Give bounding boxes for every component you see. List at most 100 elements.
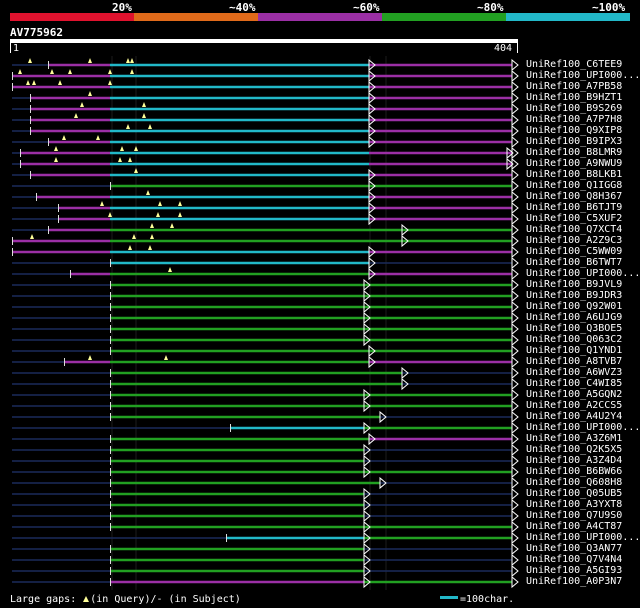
hit-label[interactable]: UniRef100_B6TWT7 — [526, 257, 623, 268]
hit-label[interactable]: UniRef100_Q92W01 — [526, 301, 623, 312]
hit-label[interactable]: UniRef100_UPI000... — [526, 422, 640, 433]
hit-label[interactable]: UniRef100_A9NWU9 — [526, 158, 623, 169]
hit-row[interactable] — [12, 553, 519, 567]
hit-row[interactable] — [12, 212, 519, 226]
hit-label[interactable]: UniRef100_Q608H8 — [526, 477, 623, 488]
hit-row[interactable] — [12, 157, 519, 171]
hit-label[interactable]: UniRef100_B6BW66 — [526, 466, 623, 477]
hit-label[interactable]: UniRef100_A4CT87 — [526, 521, 623, 532]
hit-label[interactable]: UniRef100_A4U2Y4 — [526, 411, 623, 422]
hit-row[interactable] — [12, 135, 519, 149]
hit-label[interactable]: UniRef100_Q2K5X5 — [526, 444, 623, 455]
hit-label[interactable]: UniRef100_B9IPX3 — [526, 136, 623, 147]
hit-row[interactable] — [12, 432, 519, 446]
hit-label[interactable]: UniRef100_A0P3N7 — [526, 576, 623, 587]
hit-row[interactable] — [12, 58, 519, 72]
hit-row[interactable] — [12, 531, 519, 545]
hit-row[interactable] — [12, 190, 519, 204]
hit-row[interactable] — [12, 146, 519, 160]
hit-row[interactable] — [12, 124, 519, 138]
hit-label[interactable]: UniRef100_Q8H367 — [526, 191, 623, 202]
hit-label[interactable]: UniRef100_Q05UB5 — [526, 488, 623, 499]
hit-row[interactable] — [12, 267, 519, 281]
hit-row[interactable] — [12, 443, 519, 457]
hit-row[interactable] — [12, 91, 519, 105]
hit-row[interactable] — [12, 454, 519, 468]
hit-label[interactable]: UniRef100_A5GI93 — [526, 565, 623, 576]
hit-row[interactable] — [12, 289, 519, 303]
hit-label[interactable]: UniRef100_C6TEE9 — [526, 59, 623, 70]
hit-label[interactable]: UniRef100_Q7U9S0 — [526, 510, 623, 521]
hit-label[interactable]: UniRef100_A5GQN2 — [526, 389, 623, 400]
hit-label[interactable]: UniRef100_B8LKB1 — [526, 169, 623, 180]
hit-label[interactable]: UniRef100_Q9XIP8 — [526, 125, 623, 136]
hit-label[interactable]: UniRef100_A6WVZ3 — [526, 367, 623, 378]
hit-row[interactable] — [12, 223, 519, 237]
hit-segment — [364, 283, 512, 287]
hit-row[interactable] — [12, 377, 519, 391]
hit-label[interactable]: UniRef100_Q3BOE5 — [526, 323, 623, 334]
hit-row[interactable] — [12, 311, 519, 325]
hit-label[interactable]: UniRef100_A8TVB7 — [526, 356, 623, 367]
hit-label[interactable]: UniRef100_UPI000... — [526, 268, 640, 279]
hit-row[interactable] — [12, 256, 519, 270]
hit-row[interactable] — [12, 179, 519, 193]
hit-row[interactable] — [12, 102, 519, 116]
hit-row[interactable] — [12, 421, 519, 435]
hit-label[interactable]: UniRef100_C5WW09 — [526, 246, 623, 257]
hit-label[interactable]: UniRef100_A3Z6M1 — [526, 433, 623, 444]
hit-label[interactable]: UniRef100_B8LMR9 — [526, 147, 623, 158]
hit-row[interactable] — [12, 509, 519, 523]
hit-label[interactable]: UniRef100_Q063C2 — [526, 334, 623, 345]
hit-label[interactable]: UniRef100_A6UJG9 — [526, 312, 623, 323]
hit-label[interactable]: UniRef100_A3Z4D4 — [526, 455, 623, 466]
hit-label[interactable]: UniRef100_A2CCS5 — [526, 400, 623, 411]
hit-row[interactable] — [12, 80, 519, 94]
hit-row[interactable] — [12, 410, 519, 424]
hit-row[interactable] — [12, 322, 519, 336]
hit-segment — [110, 118, 369, 122]
hit-label[interactable]: UniRef100_C5XUF2 — [526, 213, 623, 224]
hit-row[interactable] — [12, 520, 519, 534]
hit-row[interactable] — [12, 113, 519, 127]
hit-label[interactable]: UniRef100_B9S269 — [526, 103, 623, 114]
hit-segment — [110, 206, 369, 210]
hit-row[interactable] — [12, 388, 519, 402]
hit-label[interactable]: UniRef100_B9JVL9 — [526, 279, 623, 290]
hit-label[interactable]: UniRef100_B9HZT1 — [526, 92, 623, 103]
hit-label[interactable]: UniRef100_Q7XCT4 — [526, 224, 623, 235]
hit-row[interactable] — [12, 575, 519, 589]
hit-label[interactable]: UniRef100_B6TJT9 — [526, 202, 623, 213]
hit-label[interactable]: UniRef100_A2Z9C3 — [526, 235, 623, 246]
hit-label[interactable]: UniRef100_B9JDR3 — [526, 290, 623, 301]
hit-label[interactable]: UniRef100_Q1IGG8 — [526, 180, 623, 191]
hit-label[interactable]: UniRef100_Q7V4N4 — [526, 554, 623, 565]
hit-row[interactable] — [12, 366, 519, 380]
hit-row[interactable] — [12, 355, 519, 369]
hit-row[interactable] — [12, 476, 519, 490]
hit-row[interactable] — [12, 344, 519, 358]
hit-row[interactable] — [12, 542, 519, 556]
hit-row[interactable] — [12, 498, 519, 512]
hit-label[interactable]: UniRef100_C4WI85 — [526, 378, 623, 389]
hit-label[interactable]: UniRef100_A7P7H8 — [526, 114, 623, 125]
hit-row[interactable] — [12, 245, 519, 259]
hit-row[interactable] — [12, 278, 519, 292]
hit-row[interactable] — [12, 333, 519, 347]
hit-row[interactable] — [12, 300, 519, 314]
hit-row[interactable] — [12, 564, 519, 578]
hit-row[interactable] — [12, 487, 519, 501]
hit-row[interactable] — [12, 201, 519, 215]
hit-row[interactable] — [12, 399, 519, 413]
hit-row[interactable] — [12, 234, 519, 248]
hit-row[interactable] — [12, 69, 519, 83]
hit-label[interactable]: UniRef100_A3YXT8 — [526, 499, 623, 510]
hit-row[interactable] — [12, 465, 519, 479]
hit-label[interactable]: UniRef100_UPI000... — [526, 70, 640, 81]
hit-row[interactable] — [12, 168, 519, 182]
hit-start-tick — [110, 314, 111, 322]
hit-label[interactable]: UniRef100_Q1YND1 — [526, 345, 623, 356]
hit-label[interactable]: UniRef100_UPI000... — [526, 532, 640, 543]
hit-label[interactable]: UniRef100_Q3AN77 — [526, 543, 623, 554]
hit-label[interactable]: UniRef100_A7PB58 — [526, 81, 623, 92]
